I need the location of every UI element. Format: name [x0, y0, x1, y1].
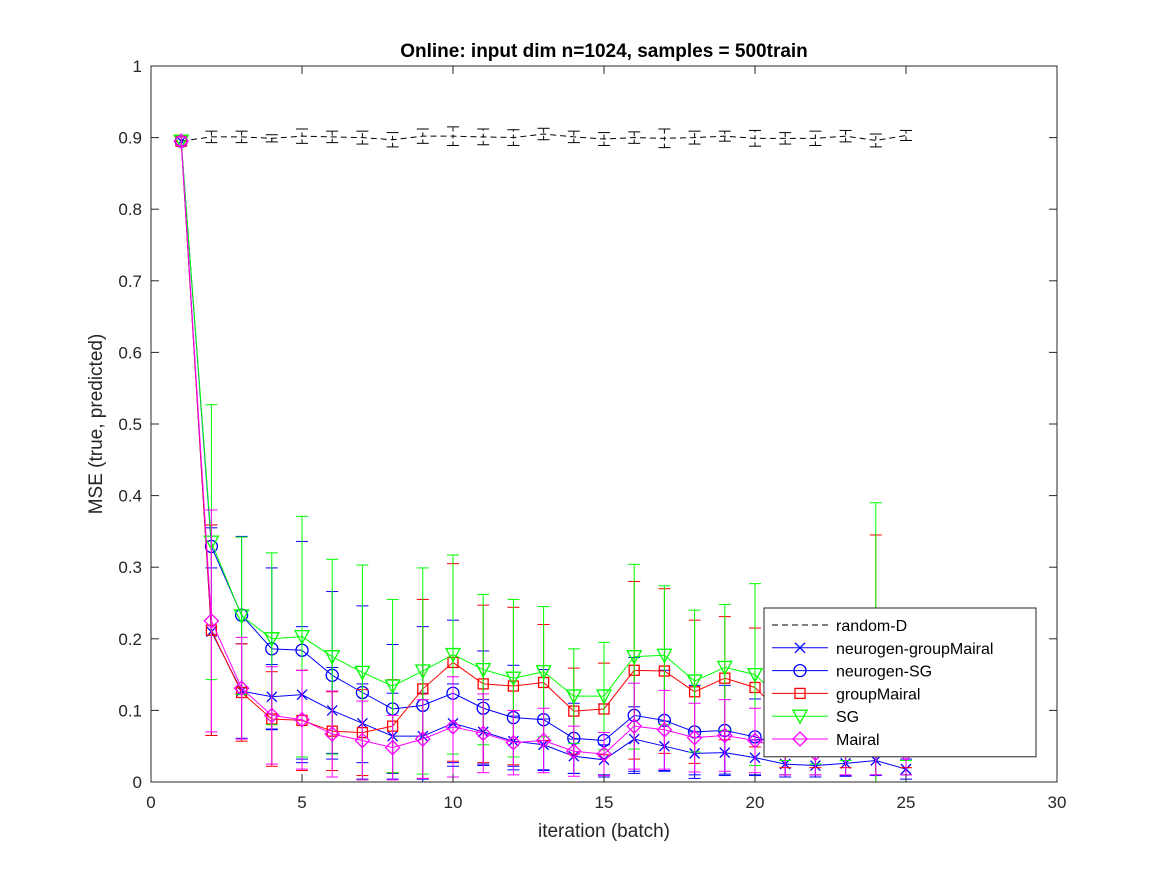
data-point — [565, 743, 582, 760]
y-axis-title: MSE (true, predicted) — [86, 334, 107, 515]
data-point — [595, 689, 613, 705]
data-point — [565, 689, 582, 705]
data-point — [626, 718, 643, 735]
error-bar — [839, 129, 852, 143]
data-point — [324, 726, 341, 742]
data-point — [475, 725, 492, 742]
error-bar — [688, 130, 701, 145]
x-tick-label: 5 — [297, 793, 306, 812]
ticks-layer: 0 5 10 15 20 25 30 0 0.1 0.2 0.3 0.4 0.5 0.6 0.7 0.8 0.9… — [118, 57, 1066, 812]
y-tick-label: 0.6 — [118, 343, 142, 362]
legend-marker — [794, 687, 806, 700]
legend-item-neurogen-groupmairal: neurogen-groupMairal — [772, 641, 993, 658]
legend-marker — [791, 709, 809, 725]
data-point — [716, 727, 733, 744]
legend-label: SG — [836, 709, 859, 726]
data-point — [535, 665, 552, 681]
error-bar — [205, 130, 218, 144]
data-point — [444, 647, 462, 663]
y-tick-label: 0.1 — [118, 701, 142, 720]
data-point — [354, 732, 371, 749]
y-tick-label: 0.2 — [118, 630, 142, 649]
x-tick-label: 20 — [746, 793, 765, 812]
data-point — [686, 729, 703, 746]
error-bar — [235, 130, 248, 144]
data-point — [414, 731, 431, 747]
data-point — [656, 648, 673, 664]
data-point — [414, 664, 431, 680]
y-tick-label: 0.4 — [118, 487, 142, 506]
y-tick-label: 0 — [133, 773, 142, 792]
x-tick-label: 25 — [897, 793, 916, 812]
legend-item-groupmairal: groupMairal — [772, 686, 920, 703]
data-point — [233, 609, 250, 625]
data-point — [354, 665, 371, 681]
x-tick-label: 10 — [444, 793, 463, 812]
chart-title: Online: input dim n=1024, samples = 500t… — [400, 41, 808, 62]
legend-label: random-D — [836, 618, 907, 635]
legend-item-mairal: Mairal — [772, 731, 880, 749]
data-point — [294, 711, 310, 728]
data-point — [263, 632, 280, 648]
legend-box — [763, 607, 1037, 758]
data-point — [384, 739, 401, 756]
data-point — [324, 650, 341, 666]
data-point — [293, 630, 311, 646]
legend-item-random-d: random-D — [772, 618, 907, 635]
data-point — [626, 650, 643, 666]
y-tick-label: 0.7 — [118, 272, 142, 291]
x-axis-title: iteration (batch) — [538, 821, 670, 842]
data-point — [686, 674, 703, 690]
legend: random-D neurogen-groupMairal neurogen-SG g… — [763, 607, 1037, 758]
legend-item-sg: SG — [772, 709, 859, 726]
series-random-d — [175, 126, 912, 149]
data-point — [384, 679, 401, 695]
y-tick-label: 0.3 — [118, 558, 142, 577]
data-point — [505, 734, 522, 751]
legend-marker — [794, 642, 806, 654]
data-point — [596, 746, 612, 762]
error-bar — [598, 132, 610, 146]
error-bar — [869, 133, 882, 148]
data-point — [445, 718, 461, 735]
legend-label: neurogen-SG — [836, 664, 932, 681]
data-point — [173, 134, 190, 150]
data-point — [233, 680, 250, 697]
series-line — [181, 133, 907, 142]
legend-label: neurogen-groupMairal — [836, 641, 993, 658]
error-bar — [567, 130, 580, 144]
legend-marker — [792, 731, 808, 747]
y-tick-label: 0.8 — [118, 200, 142, 219]
legend-label: Mairal — [836, 732, 880, 749]
legend-item-neurogen-sg: neurogen-SG — [772, 664, 932, 681]
data-point — [716, 660, 733, 676]
error-bar — [326, 130, 339, 144]
data-point — [535, 732, 552, 749]
error-bar — [537, 127, 550, 141]
x-tick-label: 30 — [1048, 793, 1067, 812]
data-point — [475, 662, 492, 678]
error-bar — [900, 129, 912, 141]
y-tick-label: 0.9 — [118, 129, 142, 148]
legend-marker — [793, 663, 807, 678]
y-tick-label: 0.5 — [118, 415, 142, 434]
data-point — [656, 721, 673, 738]
legend-label: groupMairal — [836, 686, 920, 703]
x-tick-label: 15 — [595, 793, 614, 812]
error-bar — [718, 130, 731, 142]
data-point — [747, 732, 763, 749]
data-point — [203, 612, 220, 629]
error-bar — [356, 130, 369, 145]
error-bar — [779, 132, 792, 145]
data-point — [173, 133, 190, 150]
y-tick-label: 1 — [133, 57, 142, 76]
error-bar — [628, 131, 641, 144]
x-tick-label: 0 — [146, 793, 155, 812]
data-point — [263, 707, 280, 724]
data-point — [746, 667, 764, 683]
marker-stroke — [794, 642, 806, 654]
data-point — [505, 671, 522, 687]
